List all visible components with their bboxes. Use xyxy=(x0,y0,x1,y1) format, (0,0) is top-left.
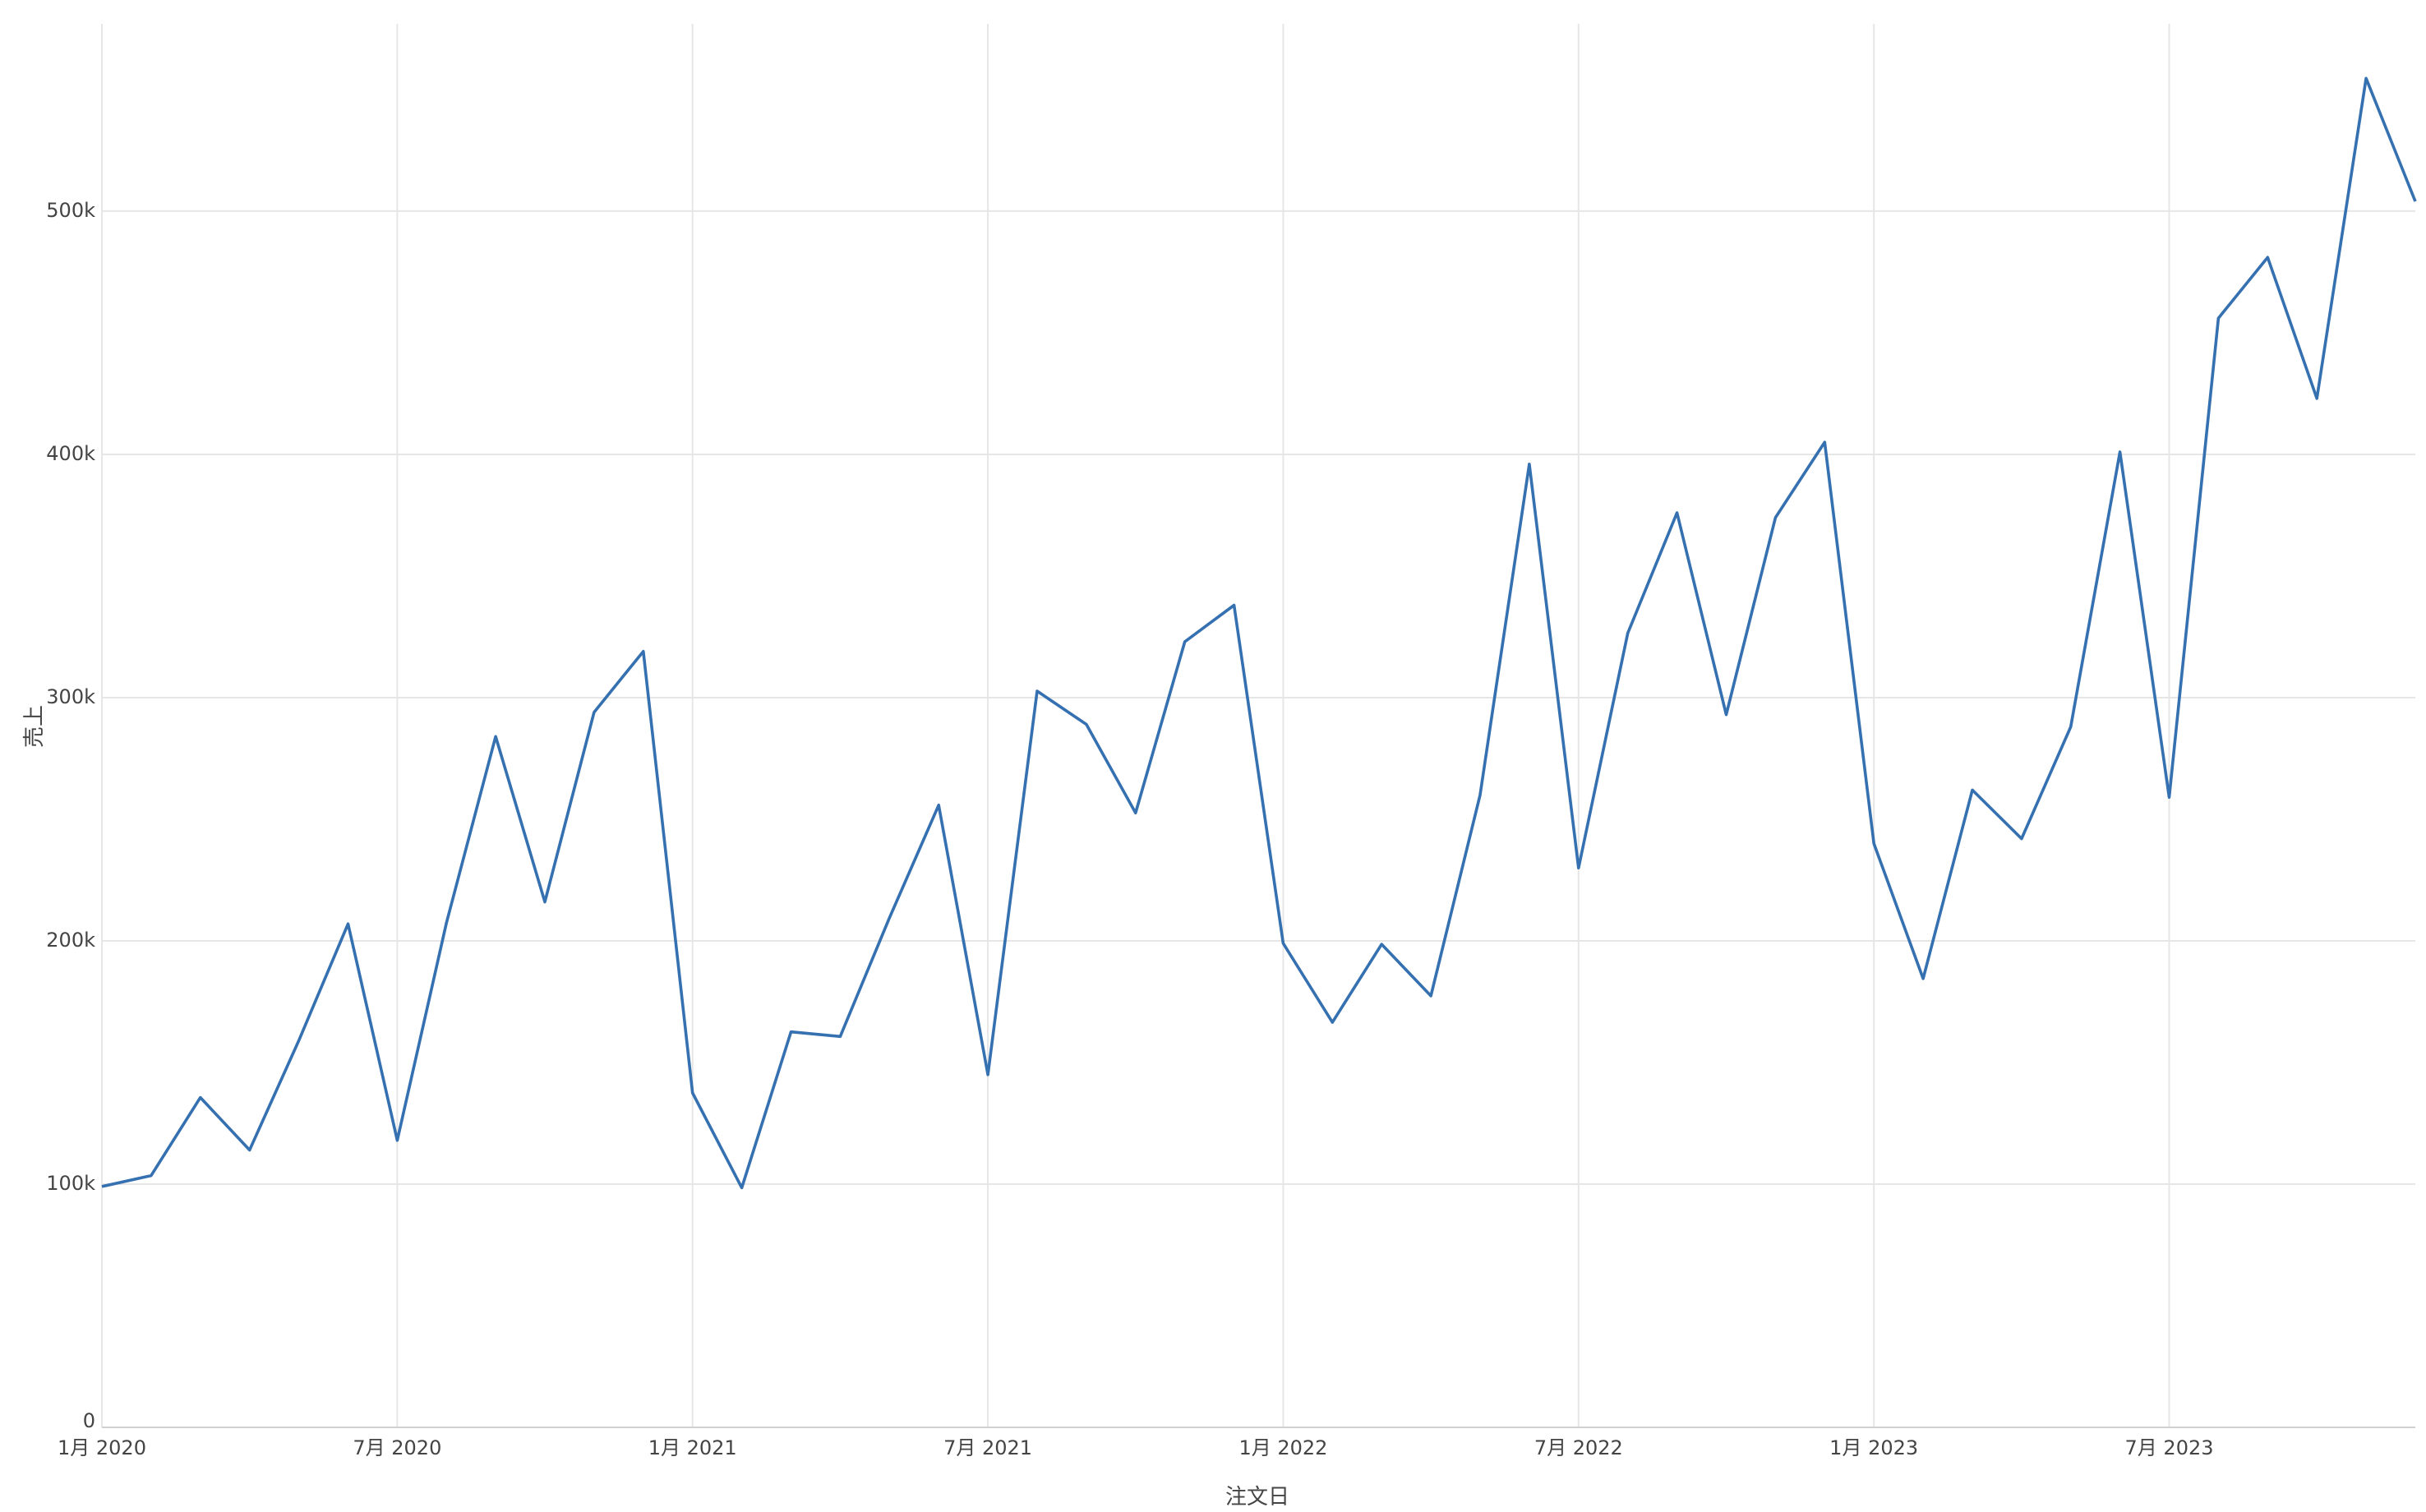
x-tick-label: 1月 2023 xyxy=(1829,1436,1918,1459)
y-axis-title: 売上 xyxy=(22,705,47,748)
data-line xyxy=(101,76,2417,1190)
x-tick-label: 1月 2022 xyxy=(1238,1436,1327,1459)
x-tick-label: 7月 2021 xyxy=(943,1436,1032,1459)
x-tick-label: 7月 2023 xyxy=(2125,1436,2214,1459)
x-axis-title: 注文日 xyxy=(1225,1485,1289,1510)
x-tick-label: 7月 2020 xyxy=(353,1436,441,1459)
y-tick-label: 0 xyxy=(83,1409,95,1432)
x-tick-label: 7月 2022 xyxy=(1534,1436,1623,1459)
y-tick-label: 200k xyxy=(46,929,95,952)
y-tick-label: 300k xyxy=(46,685,95,708)
y-tick-label: 100k xyxy=(46,1172,95,1195)
x-tick-label: 1月 2021 xyxy=(648,1436,737,1459)
y-tick-label: 500k xyxy=(46,199,95,222)
y-tick-label: 400k xyxy=(46,442,95,465)
x-tick-label: 1月 2020 xyxy=(58,1436,146,1459)
